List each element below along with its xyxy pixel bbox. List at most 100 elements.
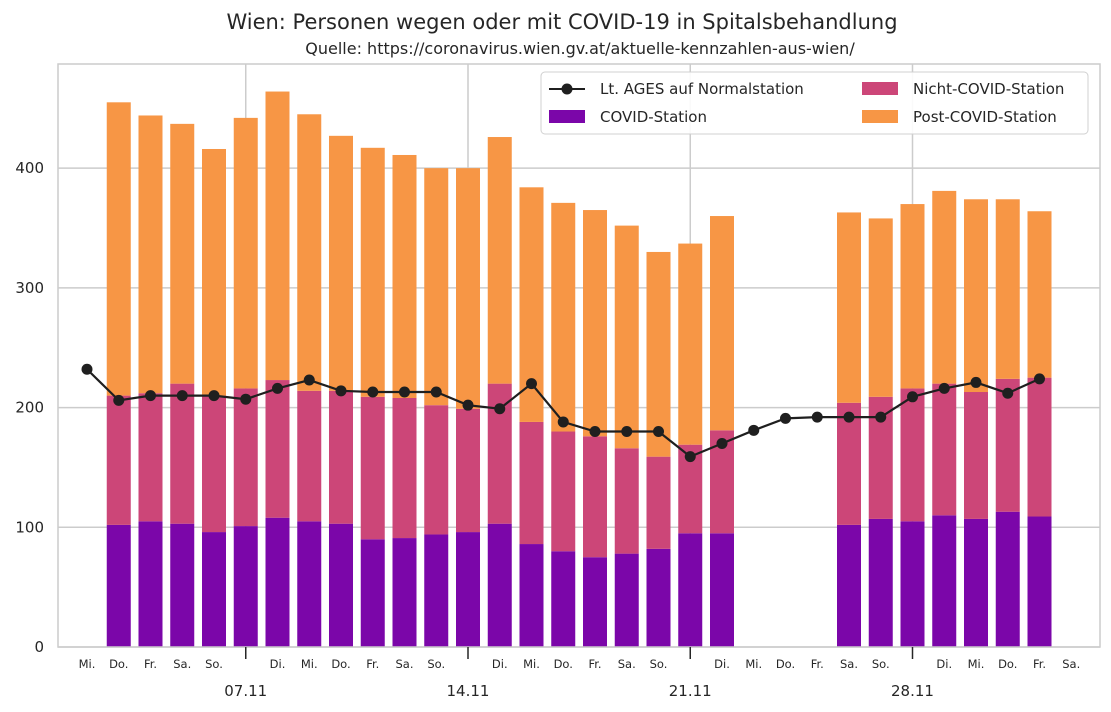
nicht-covid-station-bar	[106, 395, 131, 525]
x-tick-label: Di.	[714, 657, 730, 671]
ages-data-point	[716, 437, 728, 449]
x-major-tick-label: 14.11	[447, 682, 490, 700]
x-tick-label: Do.	[776, 657, 795, 671]
ages-data-point	[843, 411, 855, 423]
x-tick-label: Fr.	[1033, 657, 1046, 671]
legend-swatch-nicht-covid	[862, 82, 898, 95]
x-major-tick-label: 21.11	[669, 682, 712, 700]
x-major-tick-label: 07.11	[224, 682, 267, 700]
ages-data-point	[589, 426, 601, 438]
ages-data-point	[621, 426, 633, 438]
ages-data-point	[811, 411, 823, 423]
ages-data-point	[176, 390, 188, 402]
post-covid-station-bar	[424, 168, 449, 406]
post-covid-station-bar	[995, 199, 1020, 379]
post-covid-station-bar	[614, 225, 639, 449]
post-covid-station-bar	[678, 243, 703, 445]
nicht-covid-station-bar	[265, 380, 290, 518]
post-covid-station-bar	[868, 218, 893, 397]
covid-station-bar	[297, 521, 322, 647]
y-tick-label: 400	[15, 159, 44, 177]
covid-station-bar	[138, 521, 163, 647]
y-tick-label: 0	[34, 638, 44, 656]
ages-line	[81, 363, 1045, 463]
post-covid-station-bar	[551, 202, 576, 432]
covid-station-bar	[900, 521, 925, 647]
nicht-covid-station-bar	[614, 448, 639, 554]
covid-station-bar	[202, 532, 226, 647]
nicht-covid-station-bar	[837, 402, 861, 525]
x-tick-label: Sa.	[618, 657, 636, 671]
post-covid-station-bar	[170, 123, 195, 384]
post-covid-station-bar	[710, 216, 734, 431]
post-covid-station-bar	[265, 91, 290, 381]
ages-data-point	[367, 386, 379, 398]
y-tick-label: 200	[15, 399, 44, 417]
post-covid-station-bar	[138, 115, 163, 394]
x-tick-label: So.	[650, 657, 668, 671]
covid-station-bar	[995, 511, 1020, 647]
covid-station-bar	[551, 551, 576, 647]
x-tick-label: Sa.	[1062, 657, 1080, 671]
ages-data-point	[780, 412, 791, 424]
ages-data-point	[430, 386, 442, 398]
post-covid-station-bar	[360, 147, 385, 397]
x-major-tick-label: 28.11	[891, 682, 934, 700]
nicht-covid-station-bar	[360, 396, 385, 540]
post-covid-station-bar	[964, 199, 988, 393]
ages-data-point	[907, 391, 918, 403]
bars	[106, 91, 1052, 647]
post-covid-station-bar	[106, 102, 131, 396]
ages-data-point	[81, 363, 93, 375]
nicht-covid-station-bar	[646, 456, 671, 549]
y-tick-label: 300	[15, 279, 44, 297]
covid-station-bar	[868, 518, 893, 647]
chart-subtitle: Quelle: https://coronavirus.wien.gv.at/a…	[305, 39, 855, 58]
nicht-covid-station-bar	[202, 395, 226, 533]
nicht-covid-station-bar	[456, 408, 480, 533]
nicht-covid-station-bar	[964, 392, 988, 519]
y-tick-label: 100	[15, 518, 44, 536]
axes: 0 100 200 300 400 07.11 14.11 21.11 28.11 Mi. Do. F…	[15, 159, 1080, 700]
covid-station-bar	[456, 532, 480, 647]
nicht-covid-station-bar	[1027, 377, 1052, 517]
nicht-covid-station-bar	[583, 436, 607, 558]
ages-data-point	[208, 390, 220, 402]
ages-data-point	[335, 385, 347, 397]
covid-station-bar	[170, 523, 195, 647]
covid-station-bar	[265, 517, 290, 647]
legend-swatch-covid	[549, 110, 585, 123]
covid-station-bar	[583, 557, 607, 647]
ages-data-point	[145, 390, 156, 402]
x-tick-label: So.	[205, 657, 223, 671]
covid-station-bar	[106, 524, 131, 647]
x-tick-label: Sa.	[395, 657, 413, 671]
covid-station-bar	[646, 548, 671, 647]
covid-station-bar	[1027, 516, 1052, 647]
post-covid-station-bar	[900, 204, 925, 389]
ages-data-point	[1034, 373, 1045, 385]
x-tick-label: Di.	[936, 657, 952, 671]
ages-data-point	[113, 394, 125, 406]
nicht-covid-station-bar	[392, 397, 417, 539]
post-covid-station-bar	[932, 190, 957, 384]
post-covid-station-bar	[837, 212, 861, 403]
x-tick-label: Di.	[270, 657, 286, 671]
covid-station-bar	[392, 538, 417, 647]
ages-data-point	[970, 376, 982, 388]
nicht-covid-station-bar	[551, 431, 576, 552]
ages-data-point	[653, 426, 664, 438]
covid-station-bar	[614, 553, 639, 647]
nicht-covid-station-bar	[297, 390, 322, 522]
covid-station-bar	[329, 523, 353, 647]
nicht-covid-station-bar	[900, 388, 925, 522]
legend-box	[540, 71, 1089, 135]
covid-station-bar	[678, 533, 703, 647]
ages-data-point	[303, 374, 315, 386]
legend-label-post-covid: Post-COVID-Station	[913, 108, 1057, 126]
post-covid-station-bar	[487, 137, 512, 384]
ages-data-point	[462, 399, 474, 411]
post-covid-station-bar	[297, 114, 322, 391]
post-covid-station-bar	[202, 148, 226, 396]
